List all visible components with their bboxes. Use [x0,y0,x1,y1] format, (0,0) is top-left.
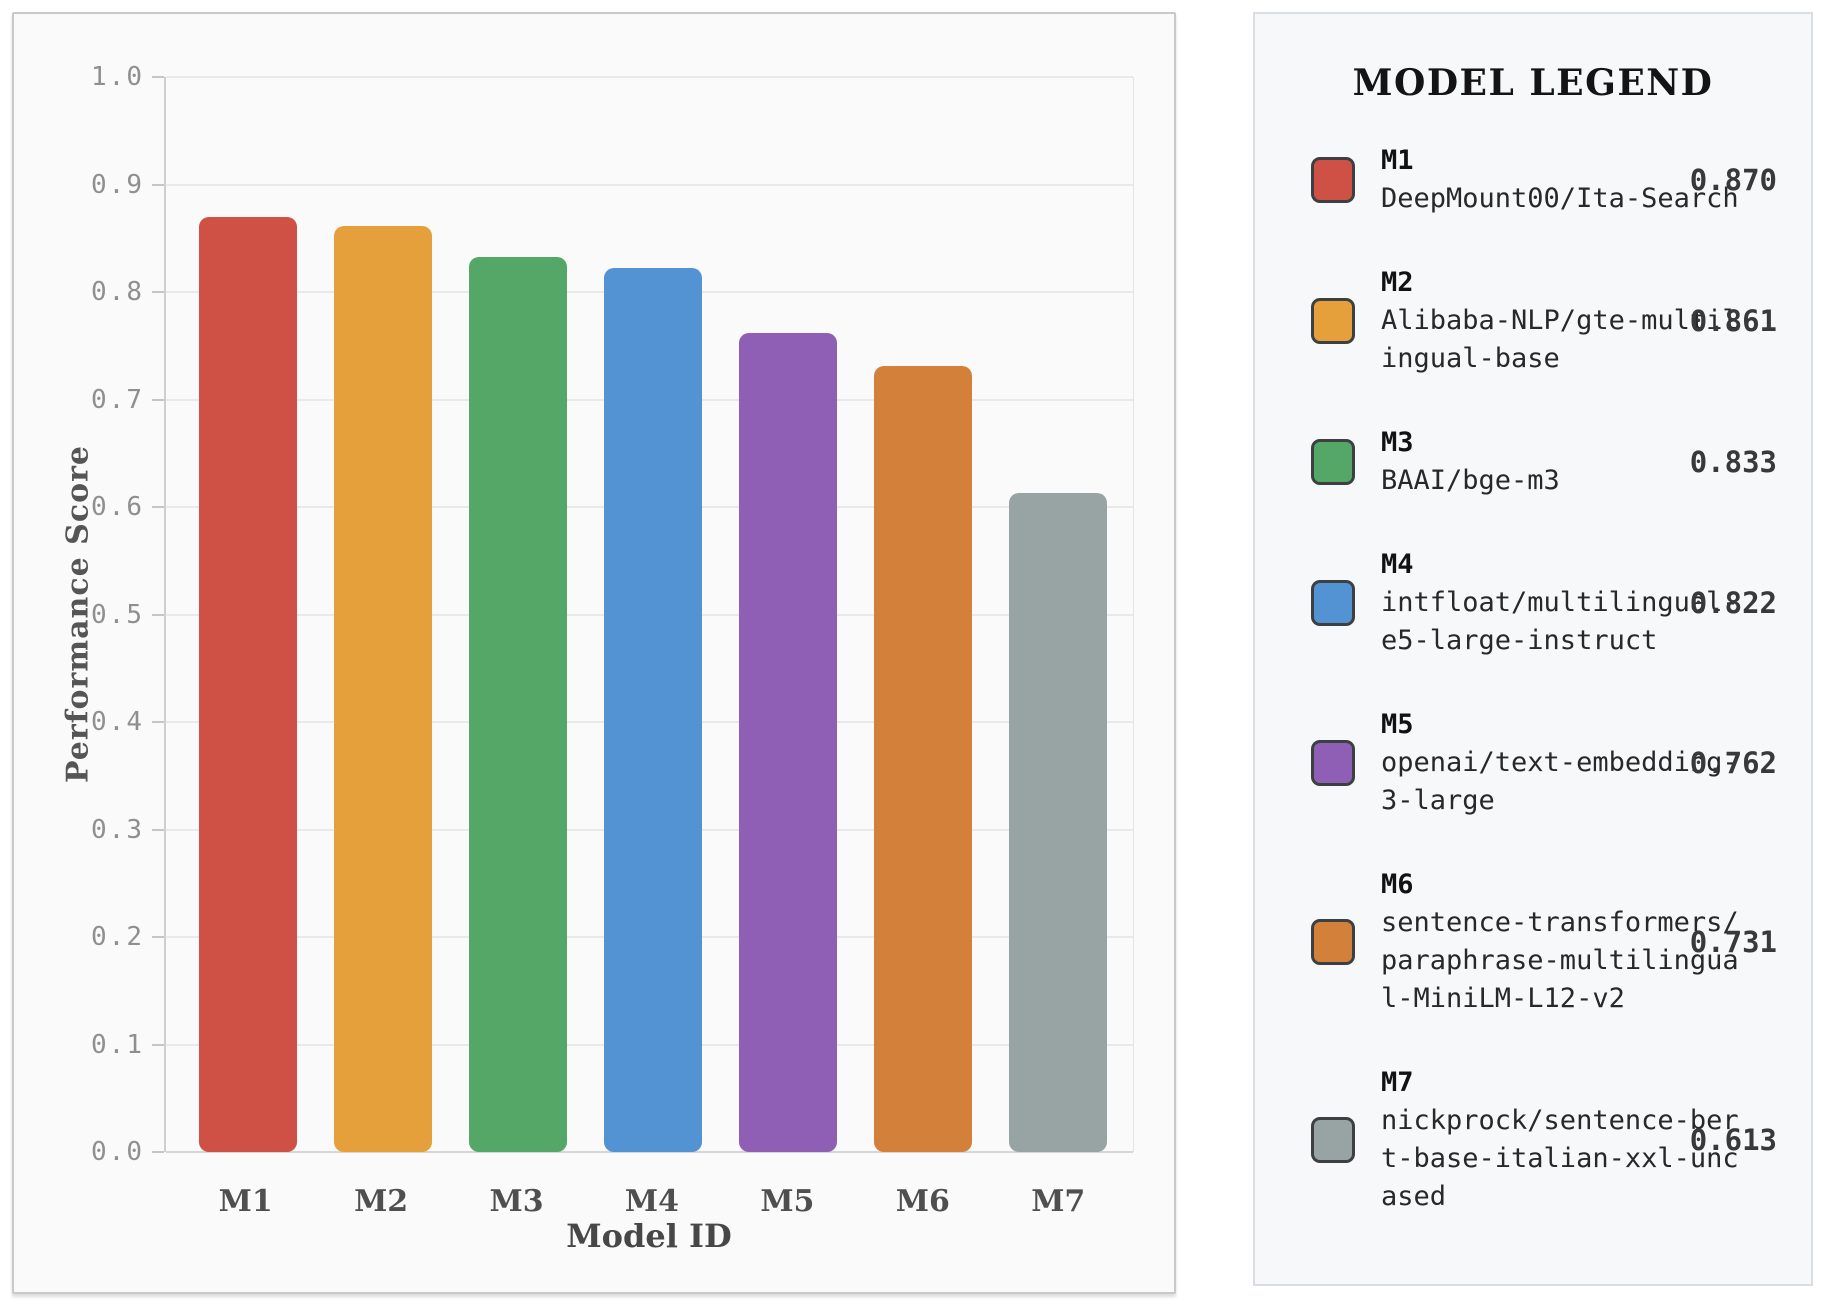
bar-M7 [1008,493,1107,1152]
legend-entry-M6: M6 sentence-transformers/paraphrase-multi… [1311,866,1779,1018]
y-tick-mark [152,936,164,938]
y-tick-mark [152,398,164,401]
x-tick-label: M1 [218,1184,273,1219]
x-tick-label: M5 [760,1184,815,1219]
y-tick-mark [152,721,164,723]
legend-entry-M3: M3 BAAI/bge-m3 0.833 [1311,424,1779,500]
gridline: 0.0 [91,1137,1133,1167]
bar-M5 [738,332,837,1152]
y-tick-mark [152,291,164,293]
y-tick-label: 0.3 [91,814,144,845]
bar-slot [720,77,855,1152]
chart-card: Performance Score 1.0 0.9 0.8 0.7 0.6 0.5 0.4 0… [12,12,1176,1294]
x-tick-label: M2 [354,1184,409,1219]
y-tick-mark [152,1151,164,1153]
x-axis-label: Model ID [566,1217,732,1255]
bar-slot [990,77,1125,1152]
legend-entry-name: BAAI/bge-m3 [1381,465,1560,496]
y-tick-label: 0.8 [91,277,144,307]
bar-slot [180,77,315,1152]
legend-entry-score: 0.762 [1689,746,1777,780]
legend-entry-score: 0.613 [1689,1123,1777,1157]
legend-entry-M7: M7 nickprock/sentence-bert-base-italian-x… [1311,1064,1779,1216]
legend-entry-name: Alibaba-NLP/gte-multilingual-base [1381,305,1739,374]
legend-entry-text: M1 DeepMount00/Ita-Search [1381,142,1739,218]
bar-M3 [468,256,567,1152]
bars [166,77,1133,1152]
legend-entry-name: sentence-transformers/paraphrase-multili… [1381,907,1739,1014]
legend-entry-M1: M1 DeepMount00/Ita-Search 0.870 [1311,142,1779,218]
plot-area: 1.0 0.9 0.8 0.7 0.6 0.5 0.4 0.3 0.2 0.1 0.0 [91,62,1134,1167]
gridline: 0.9 [91,170,1133,200]
bar-M4 [603,268,702,1152]
legend-swatch [1311,740,1355,786]
y-tick-mark [152,76,164,78]
legend-entry-text: M3 BAAI/bge-m3 [1381,424,1739,500]
y-tick-label: 0.9 [91,169,144,200]
y-tick-mark [152,1043,164,1046]
x-tick-label: M6 [895,1184,950,1219]
y-tick-label: 0.7 [91,384,144,415]
y-tick-mark [152,828,164,831]
legend-entry-M2: M2 Alibaba-NLP/gte-multilingual-base 0.861 [1311,264,1779,378]
legend-entry-score: 0.870 [1689,163,1777,197]
legend-entry-M5: M5 openai/text-embedding-3-large 0.762 [1311,706,1779,820]
legend-entry-score: 0.833 [1689,445,1777,479]
y-tick-label: 1.0 [91,62,144,92]
y-tick-mark [152,183,164,186]
legend-entry-id: M7 [1381,1067,1414,1098]
bar-slot [315,77,450,1152]
legend-swatch [1311,157,1355,203]
x-tick-label: M7 [1031,1184,1086,1219]
legend-entry-id: M2 [1381,267,1414,298]
legend-entry-id: M5 [1381,709,1414,740]
legend-entry-score: 0.822 [1689,586,1777,620]
legend-entry-M4: M4 intfloat/multilingual-e5-large-instruc… [1311,546,1779,660]
y-tick-mark [152,506,164,508]
y-tick-label: 0.0 [91,1137,144,1167]
y-tick-label: 0.6 [91,492,144,522]
x-tick-labels: M1 M2 M3 M4 M5 M6 M7 [164,1164,1134,1240]
legend-entry-name: intfloat/multilingual-e5-large-instruct [1381,587,1739,656]
legend-swatch [1311,298,1355,344]
y-tick-label: 0.1 [91,1029,144,1060]
bar-slot [855,77,990,1152]
y-tick-label: 0.4 [91,707,144,737]
legend-entries: M1 DeepMount00/Ita-Search 0.870 M2 Alibaba-N… [1311,142,1779,1216]
legend-panel: MODEL LEGEND M1 DeepMount00/Ita-Search 0.8… [1253,12,1813,1286]
y-tick-label: 0.2 [91,922,144,952]
y-tick-mark [152,613,164,616]
legend-entry-id: M6 [1381,869,1414,900]
legend-entry-name: openai/text-embedding-3-large [1381,747,1739,816]
legend-entry-score: 0.731 [1689,925,1777,959]
legend-entry-score: 0.861 [1689,304,1777,338]
legend-entry-name: nickprock/sentence-bert-base-italian-xxl… [1381,1105,1739,1212]
bar-M6 [873,366,972,1152]
legend-entry-name: DeepMount00/Ita-Search [1381,183,1739,214]
bar-slot [450,77,585,1152]
legend-swatch [1311,580,1355,626]
bar-M1 [198,216,297,1152]
y-tick-label: 0.5 [91,599,144,630]
legend-title: MODEL LEGEND [1352,62,1714,104]
x-tick-label: M4 [624,1184,680,1219]
legend-entry-text: M5 openai/text-embedding-3-large [1381,706,1739,820]
legend-entry-text: M4 intfloat/multilingual-e5-large-instruc… [1381,546,1739,660]
legend-entry-id: M3 [1381,427,1414,458]
legend-swatch [1311,439,1355,485]
legend-entry-text: M6 sentence-transformers/paraphrase-multi… [1381,866,1739,1018]
legend-entry-id: M1 [1381,145,1414,176]
legend-entry-text: M7 nickprock/sentence-bert-base-italian-x… [1381,1064,1739,1216]
legend-entry-text: M2 Alibaba-NLP/gte-multilingual-base [1381,264,1739,378]
x-tick-label: M3 [489,1184,544,1219]
legend-entry-id: M4 [1381,549,1414,580]
bar-M2 [333,226,432,1152]
gridline: 1.0 [91,62,1133,92]
legend-swatch [1311,919,1355,965]
bar-slot [585,77,720,1152]
legend-swatch [1311,1117,1355,1163]
